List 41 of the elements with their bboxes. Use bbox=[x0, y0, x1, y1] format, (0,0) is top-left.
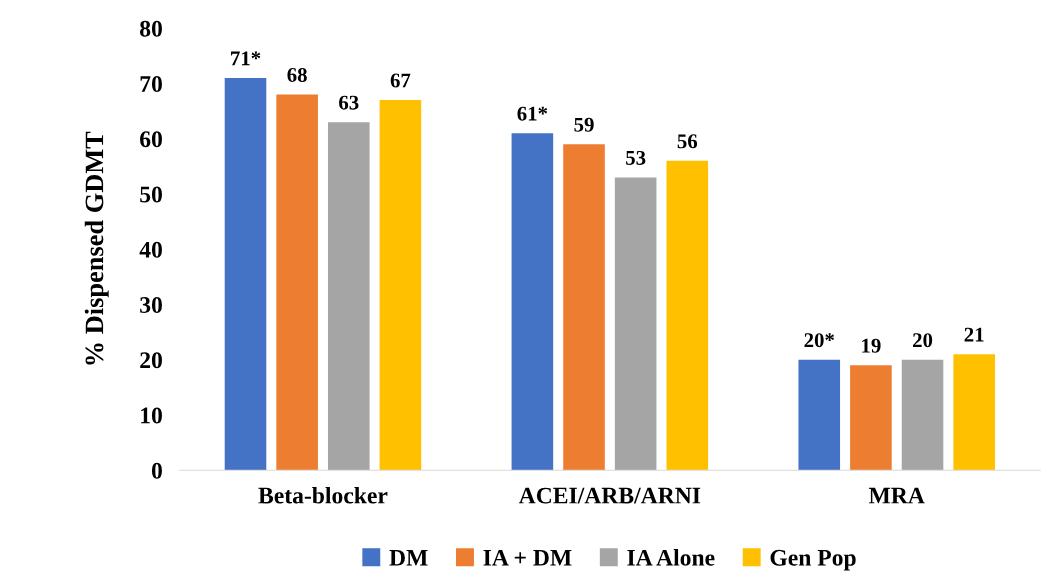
legend-label: Gen Pop bbox=[770, 549, 856, 571]
x-tick-label: ACEI/ARB/ARNI bbox=[518, 487, 701, 504]
bar bbox=[276, 94, 318, 471]
data-label: 67 bbox=[390, 73, 411, 88]
bar bbox=[563, 144, 605, 471]
y-tick-label: 0 bbox=[151, 462, 162, 479]
x-tick-label: Beta-blocker bbox=[258, 486, 388, 504]
data-label: 56 bbox=[677, 134, 698, 149]
bar bbox=[614, 177, 657, 471]
y-tick-label: 50 bbox=[140, 186, 162, 203]
data-label: 21 bbox=[964, 327, 984, 342]
bar bbox=[666, 160, 709, 471]
legend-label: IA + DM bbox=[483, 549, 572, 566]
data-label: 71* bbox=[231, 51, 261, 66]
bar bbox=[798, 359, 841, 471]
y-tick-label: 30 bbox=[140, 297, 162, 313]
y-tick-label: 60 bbox=[140, 131, 162, 148]
y-axis-title: % Dispensed GDMT bbox=[84, 131, 109, 365]
bar bbox=[901, 359, 944, 471]
data-label: 59 bbox=[574, 117, 594, 132]
data-label: 20 bbox=[913, 333, 933, 348]
y-tick-label: 40 bbox=[139, 241, 162, 258]
bar bbox=[224, 78, 267, 471]
data-label: 53 bbox=[626, 150, 646, 165]
legend-label: IA Alone bbox=[627, 549, 715, 566]
bar bbox=[953, 354, 995, 471]
bar bbox=[850, 365, 892, 471]
data-label: 63 bbox=[339, 95, 359, 110]
bar bbox=[511, 133, 554, 471]
data-label: 61* bbox=[517, 106, 548, 121]
data-label: 68 bbox=[287, 67, 307, 83]
bar bbox=[327, 122, 370, 471]
y-tick-label: 20 bbox=[140, 352, 162, 369]
y-tick-label: 70 bbox=[140, 76, 162, 92]
y-tick-label: 80 bbox=[140, 20, 162, 37]
legend-label: DM bbox=[389, 550, 428, 566]
data-label: 20* bbox=[804, 333, 835, 348]
bar bbox=[379, 100, 422, 471]
x-tick-label: MRA bbox=[868, 487, 925, 504]
data-label: 19 bbox=[862, 338, 881, 353]
y-tick-label: 10 bbox=[141, 407, 162, 424]
